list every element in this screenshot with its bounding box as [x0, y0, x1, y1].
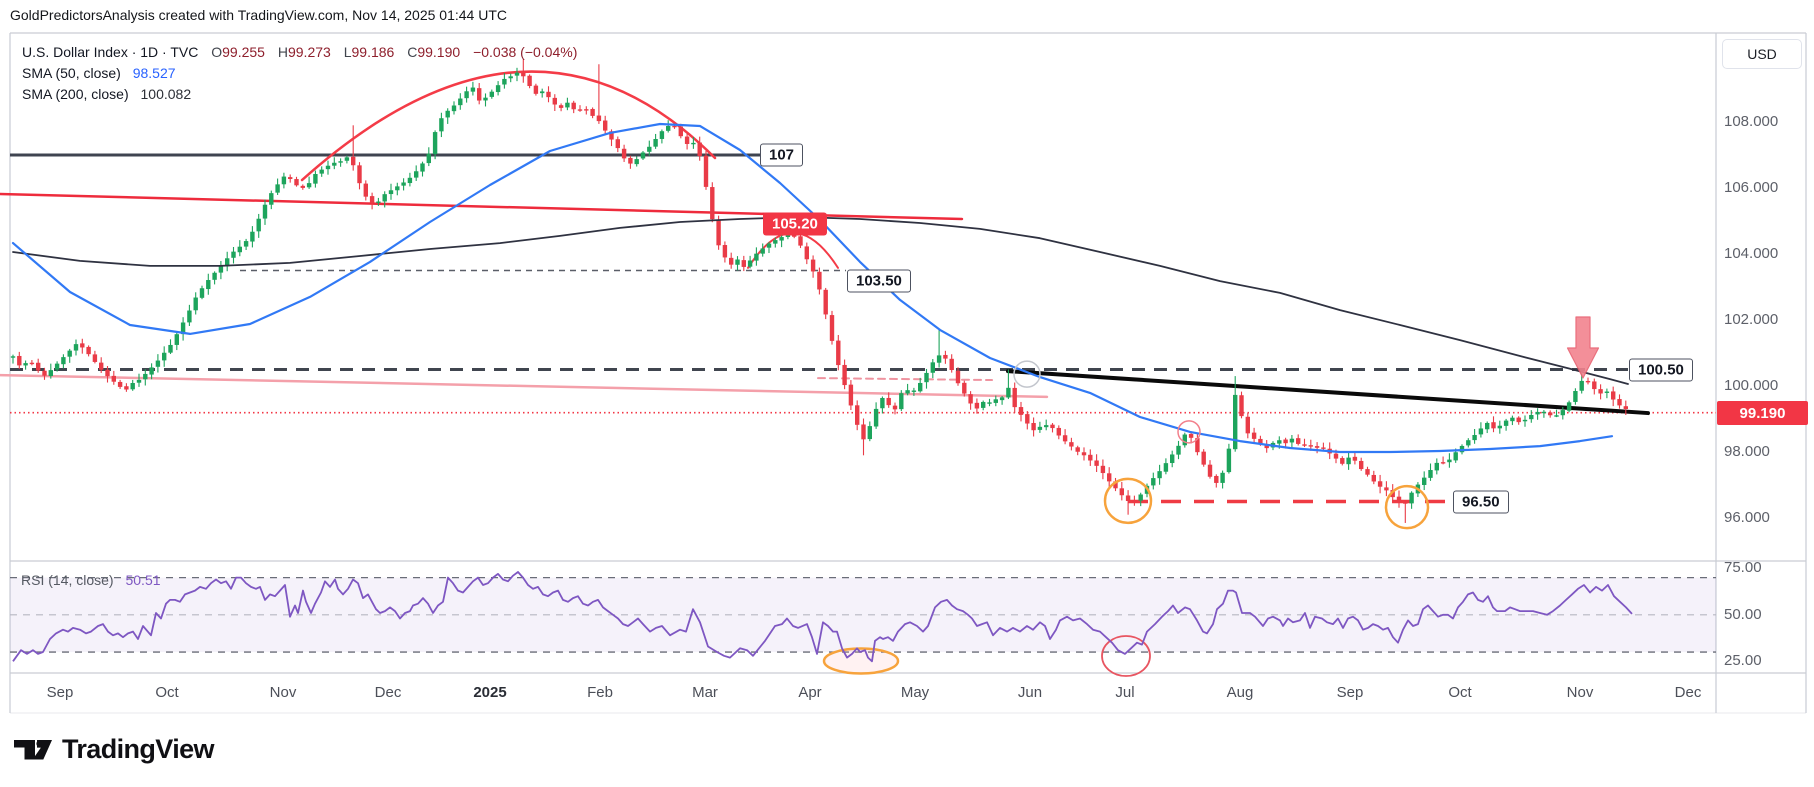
time-tick-Mar: Mar	[692, 684, 718, 701]
time-tick-Aug: Aug	[1226, 684, 1254, 701]
open-value: 99.255	[222, 44, 265, 60]
currency-button[interactable]: USD	[1722, 39, 1802, 69]
price-tick-106.000: 106.000	[1724, 179, 1779, 196]
time-tick-2025: 2025	[473, 684, 507, 701]
time-tick-Apr: Apr	[798, 684, 822, 701]
tradingview-logo-icon	[14, 739, 52, 759]
time-tick-Nov: Nov	[1566, 684, 1594, 701]
sma200-value: 100.082	[140, 86, 192, 102]
time-tick-Jul: Jul	[1115, 684, 1135, 701]
rsi-tick-75.00: 75.00	[1724, 559, 1762, 577]
time-tick-Oct: Oct	[1448, 684, 1472, 701]
attribution-text: GoldPredictorsAnalysis created with Trad…	[10, 7, 507, 23]
change-value: −0.038 (−0.04%)	[473, 44, 578, 60]
level-label-103.50: 103.50	[847, 269, 911, 292]
rsi-legend[interactable]: RSI (14, close) 50.51	[21, 572, 161, 588]
sma50-value: 98.527	[132, 65, 176, 81]
time-tick-Oct: Oct	[155, 684, 179, 701]
level-label-96.50: 96.50	[1453, 490, 1509, 513]
rsi-tick-50.00: 50.00	[1724, 605, 1762, 623]
time-tick-May: May	[900, 684, 930, 701]
symbol-title: U.S. Dollar Index · 1D · TVC	[22, 44, 199, 60]
high-value: 99.273	[287, 44, 331, 60]
time-tick-Nov: Nov	[269, 684, 297, 701]
price-tick-108.000: 108.000	[1724, 113, 1779, 130]
time-tick-Dec: Dec	[1674, 684, 1702, 701]
price-tick-98.000: 98.000	[1724, 443, 1770, 460]
rsi-pane[interactable]	[10, 561, 1716, 673]
low-value: 99.186	[351, 44, 395, 60]
rsi-label: RSI (14, close)	[21, 572, 114, 588]
tradingview-logo-text: TradingView	[62, 734, 215, 764]
sma50-legend-row[interactable]: SMA (50, close) 98.527	[22, 63, 577, 83]
level-label-100.50: 100.50	[1629, 358, 1693, 381]
last-price-badge: 99.190	[1717, 401, 1808, 425]
price-tick-100.000: 100.000	[1724, 377, 1779, 394]
rsi-value: 50.51	[125, 572, 161, 588]
sma200-label: SMA (200, close)	[22, 86, 129, 102]
close-label: C	[407, 44, 418, 60]
time-tick-Dec: Dec	[374, 684, 402, 701]
level-label-105.20: 105.20	[763, 212, 827, 236]
time-tick-Feb: Feb	[587, 684, 613, 701]
price-pane[interactable]	[10, 33, 1716, 561]
sma200-legend-row[interactable]: SMA (200, close) 100.082	[22, 84, 577, 104]
price-tick-96.000: 96.000	[1724, 509, 1770, 526]
high-label: H	[277, 44, 288, 60]
rsi-tick-25.00: 25.00	[1724, 652, 1762, 670]
sma50-label: SMA (50, close)	[22, 65, 121, 81]
price-tick-102.000: 102.000	[1724, 311, 1779, 328]
time-tick-Sep: Sep	[1336, 684, 1364, 701]
time-tick-Jun: Jun	[1017, 684, 1043, 701]
price-tick-104.000: 104.000	[1724, 245, 1779, 262]
chart-legend[interactable]: U.S. Dollar Index · 1D · TVC O99.255 H99…	[22, 42, 577, 105]
symbol-legend-row[interactable]: U.S. Dollar Index · 1D · TVC O99.255 H99…	[22, 42, 577, 62]
level-label-107: 107	[760, 143, 804, 167]
low-label: L	[343, 44, 352, 60]
time-tick-Sep: Sep	[46, 684, 74, 701]
tradingview-watermark[interactable]: TradingView	[14, 734, 215, 765]
open-label: O	[211, 44, 223, 60]
close-value: 99.190	[417, 44, 461, 60]
